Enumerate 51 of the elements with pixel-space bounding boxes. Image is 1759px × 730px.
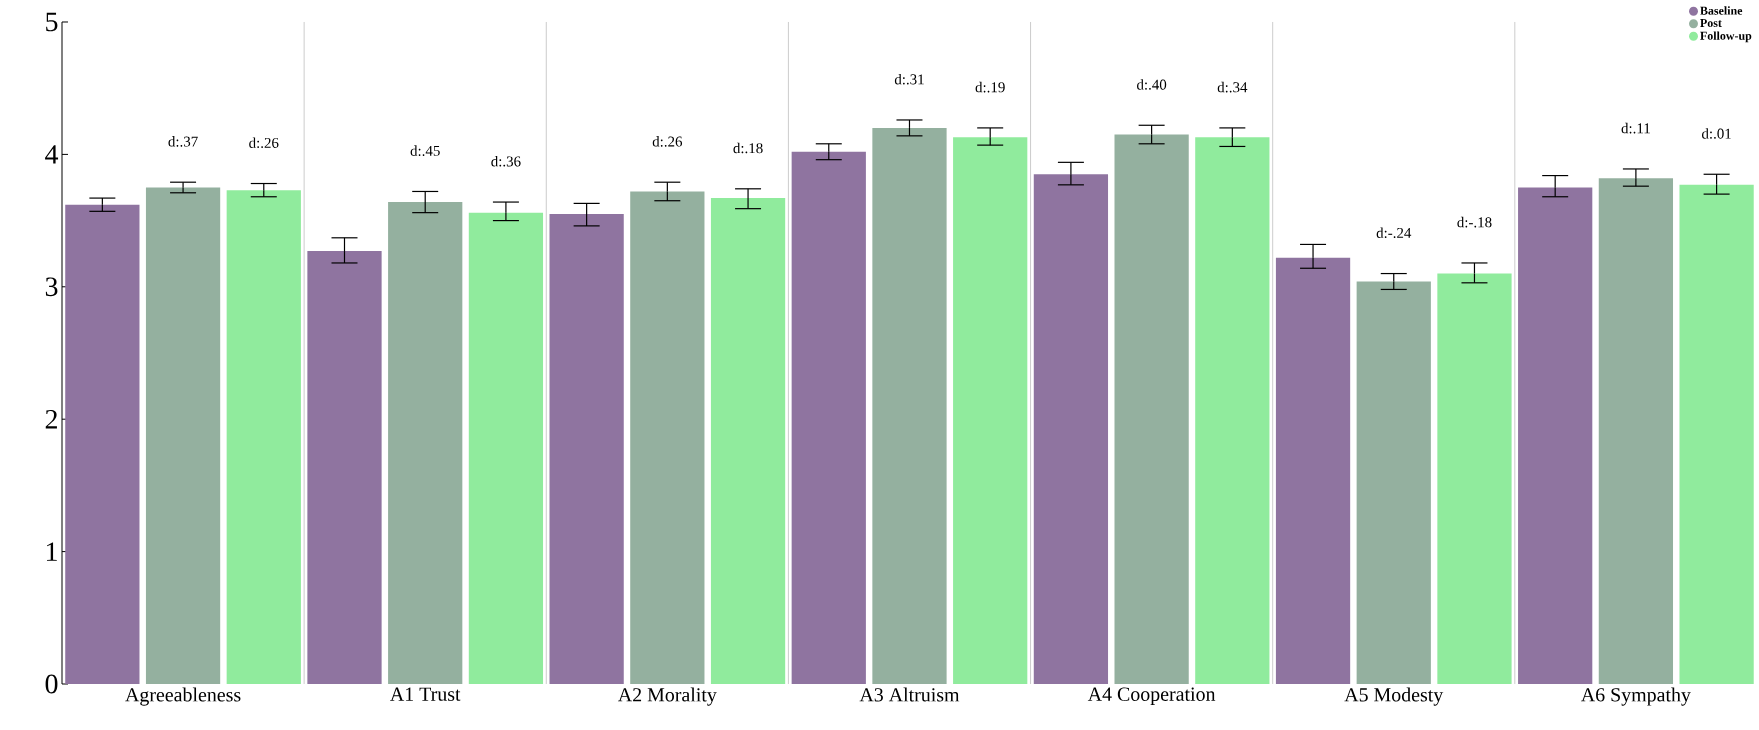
bar [953, 137, 1028, 684]
bar [65, 204, 140, 684]
annotation: d:.40 [1137, 79, 1167, 90]
bar [1033, 174, 1109, 684]
bar [1437, 273, 1512, 684]
bar [226, 190, 301, 684]
y-tick-label: 4 [45, 145, 59, 164]
x-tick-label: A3 Altruism [859, 687, 960, 702]
annotation: d:.18 [733, 142, 763, 154]
annotation: d:.37 [168, 136, 198, 147]
legend-label: Baseline [1700, 6, 1743, 15]
bar [791, 151, 866, 684]
legend-label: Post [1700, 19, 1722, 28]
y-tick-label: 0 [45, 674, 58, 694]
x-tick-label: A4 Cooperation [1087, 687, 1216, 705]
bar [388, 202, 463, 684]
x-tick-label: A6 Sympathy [1581, 687, 1691, 706]
bar [468, 212, 544, 684]
bar [1679, 184, 1754, 684]
bar [1114, 134, 1189, 684]
bar [1356, 281, 1431, 684]
x-tick-label: A1 Trust [390, 687, 461, 701]
annotation: d:-.18 [1457, 216, 1492, 228]
annotation: d:.19 [975, 81, 1005, 93]
bar [549, 213, 624, 684]
bar [145, 187, 221, 684]
x-tick-label: A2 Morality [618, 687, 717, 706]
bar [1275, 257, 1351, 684]
annotation: d:.01 [1702, 128, 1731, 139]
annotation: d:.11 [1621, 122, 1650, 134]
bar [1195, 137, 1270, 684]
x-tick-label: Agreeableness [125, 687, 241, 706]
y-tick-label: 3 [45, 277, 58, 297]
legend-label: Follow-up [1700, 31, 1752, 43]
x-tick-label: A5 Modesty [1344, 687, 1444, 706]
bar [630, 191, 705, 684]
annotation: d:.36 [491, 155, 521, 167]
bar [872, 127, 947, 684]
annotation: d:.31 [894, 73, 924, 85]
annotation: d:.26 [652, 136, 683, 147]
bar [1598, 178, 1674, 684]
annotation: d:.34 [1217, 81, 1248, 93]
bar [710, 198, 786, 684]
y-tick-label: 5 [46, 12, 58, 32]
y-tick-label: 2 [45, 409, 57, 429]
annotation: d:.26 [249, 137, 279, 149]
annotation: d:.45 [410, 145, 440, 156]
bar [1518, 187, 1593, 684]
y-tick-label: 1 [46, 542, 57, 561]
annotation: d:-.24 [1376, 227, 1412, 239]
bar [307, 251, 382, 684]
